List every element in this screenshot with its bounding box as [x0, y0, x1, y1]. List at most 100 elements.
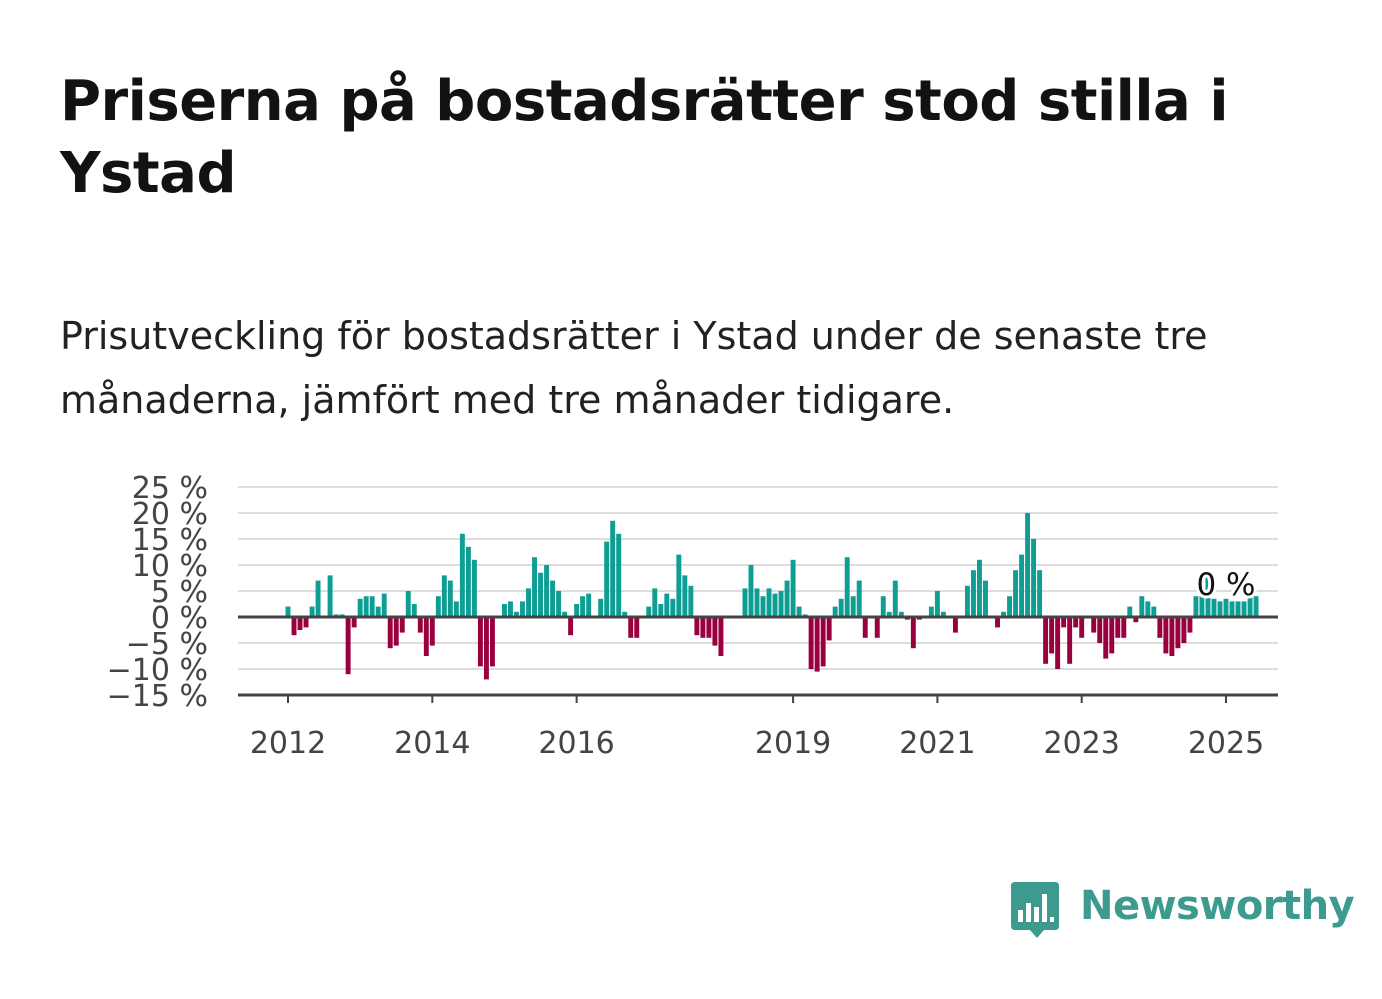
brand-name: Newsworthy	[1080, 883, 1355, 929]
bar	[820, 617, 826, 667]
bar	[357, 598, 363, 617]
bar	[977, 559, 982, 617]
bar	[1199, 596, 1205, 617]
x-tick-label: 2019	[755, 726, 831, 761]
bar	[1007, 596, 1012, 617]
bar	[1205, 575, 1211, 617]
bar	[532, 557, 537, 617]
bar	[646, 606, 652, 617]
bar	[538, 572, 543, 617]
bar	[381, 593, 387, 617]
bar	[892, 580, 898, 617]
bar	[580, 596, 586, 617]
bar	[508, 601, 513, 617]
y-tick-label: 25 %	[132, 471, 208, 506]
bar	[1217, 601, 1223, 617]
bar	[1061, 617, 1067, 628]
bar	[694, 617, 700, 636]
bar	[502, 604, 507, 617]
x-tick-label: 2014	[394, 726, 470, 761]
bar	[1175, 617, 1181, 649]
bar	[399, 617, 405, 633]
bar	[1157, 617, 1163, 638]
bar	[712, 617, 718, 646]
bar	[417, 617, 423, 633]
y-tick-label: −15 %	[107, 679, 208, 714]
bar	[1247, 596, 1253, 617]
x-tick-label: 2012	[250, 726, 326, 761]
x-tick-label: 2023	[1044, 726, 1120, 761]
bar	[862, 617, 868, 638]
bar	[465, 546, 471, 617]
bar	[1121, 617, 1127, 638]
bar	[880, 596, 886, 617]
bar	[772, 593, 778, 617]
bar	[285, 606, 291, 617]
page-title: Priserna på bostadsrätter stod stilla i …	[60, 69, 1229, 206]
bar	[411, 604, 417, 617]
bar	[604, 541, 610, 617]
bar	[910, 617, 916, 649]
bar	[291, 617, 297, 636]
bar	[826, 617, 832, 641]
bar	[1169, 617, 1175, 656]
bar	[327, 575, 333, 617]
bar	[453, 601, 459, 617]
y-tick-label: 5 %	[151, 575, 208, 610]
bar	[586, 593, 592, 617]
bar	[345, 617, 351, 675]
bar	[814, 617, 820, 672]
bar	[971, 570, 976, 617]
chart-subtitle: Prisutveckling för bostadsrätter i Ystad…	[60, 314, 1208, 422]
y-tick-label: 20 %	[132, 497, 208, 532]
bar	[838, 598, 844, 617]
bar	[1073, 617, 1079, 628]
bar	[766, 588, 772, 617]
bar	[898, 611, 904, 617]
bar	[351, 617, 357, 628]
bar	[429, 617, 435, 646]
bar	[808, 617, 814, 669]
bar	[1139, 596, 1145, 617]
bar	[1229, 601, 1235, 617]
bar	[676, 554, 682, 617]
bar	[520, 601, 525, 617]
bar	[634, 617, 640, 638]
bar	[790, 559, 796, 617]
bar	[1049, 617, 1055, 654]
last-value-label: 0 %	[1196, 567, 1255, 603]
bar	[616, 533, 622, 617]
bar	[1163, 617, 1169, 654]
y-tick-label: −10 %	[107, 653, 208, 688]
bar	[784, 580, 790, 617]
bar	[778, 591, 784, 617]
bar	[303, 617, 309, 628]
bar	[574, 604, 580, 617]
bar	[1043, 617, 1049, 664]
bar	[315, 580, 321, 617]
y-tick-label: 15 %	[132, 523, 208, 558]
bar	[652, 588, 658, 617]
bar	[375, 606, 381, 617]
bar	[363, 596, 369, 617]
newsworthy-logo: Newsworthy	[1010, 878, 1355, 942]
bar	[952, 617, 958, 633]
bar	[688, 585, 694, 617]
bar	[1103, 617, 1109, 659]
bars	[285, 513, 1259, 680]
bar	[441, 575, 447, 617]
bar	[514, 611, 519, 617]
bar	[369, 596, 375, 617]
bar	[477, 617, 483, 667]
bar	[1181, 617, 1187, 643]
bar	[610, 520, 616, 617]
bar	[423, 617, 429, 656]
bar	[658, 604, 664, 617]
bar	[664, 593, 670, 617]
bar	[1193, 596, 1199, 617]
bar	[1079, 617, 1085, 638]
bar	[760, 596, 766, 617]
bar	[1223, 598, 1229, 617]
bar	[1235, 601, 1241, 617]
bar	[1001, 611, 1006, 617]
